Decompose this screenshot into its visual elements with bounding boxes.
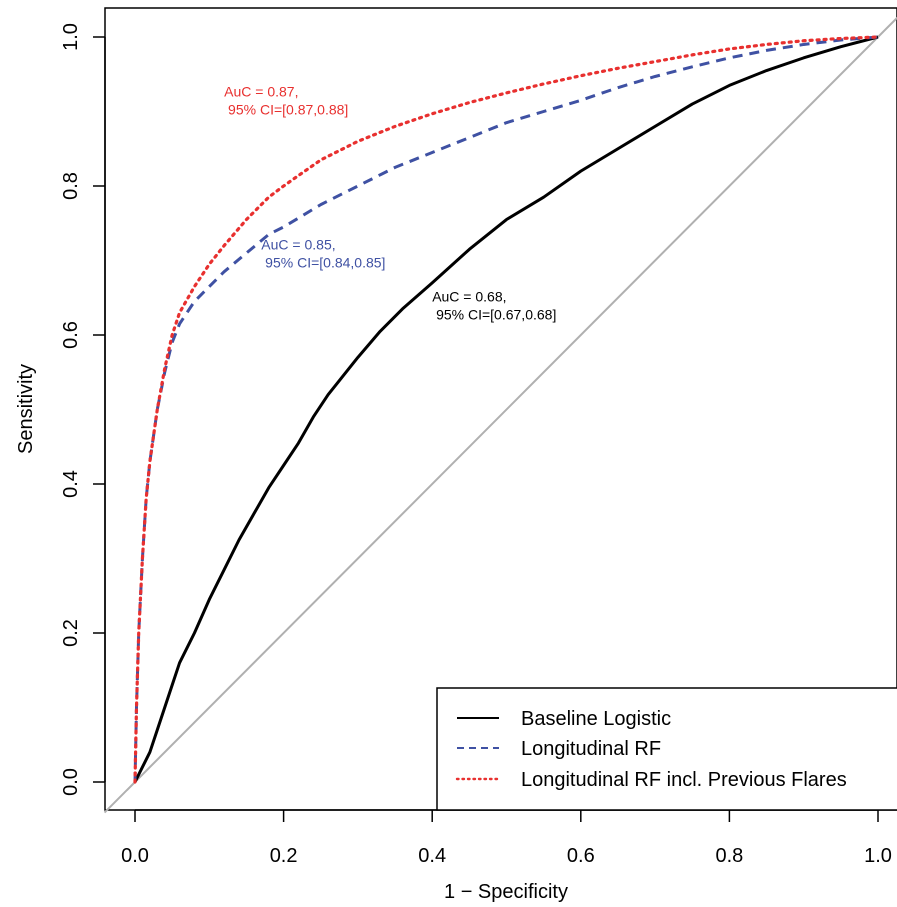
legend-label-0: Baseline Logistic xyxy=(521,708,671,730)
y-tick-label: 0.8 xyxy=(60,172,82,200)
x-tick-label: 0.0 xyxy=(121,845,149,867)
legend-label-1: Longitudinal RF xyxy=(521,738,661,760)
auc-annotations: AuC = 0.87, 95% CI=[0.87,0.88] AuC = 0.85… xyxy=(224,84,556,323)
x-tick-label: 0.2 xyxy=(270,845,298,867)
y-tick-label: 1.0 xyxy=(60,23,82,51)
reference-diagonal-group xyxy=(103,16,897,814)
x-tick-label: 1.0 xyxy=(864,845,892,867)
y-axis-title: Sensitivity xyxy=(15,364,37,454)
auc-annotation-line1: AuC = 0.68, xyxy=(432,288,506,304)
x-axis-title: 1 − Specificity xyxy=(444,881,568,903)
y-tick-label: 0.0 xyxy=(60,768,82,796)
y-axis: 0.0 0.2 0.4 0.6 0.8 1.0 xyxy=(60,23,106,796)
legend-box xyxy=(436,687,897,811)
auc-annotation-line2: 95% CI=[0.84,0.85] xyxy=(261,254,385,270)
legend: Baseline Logistic Longitudinal RF Longitud… xyxy=(436,687,897,811)
x-tick-label: 0.4 xyxy=(418,845,446,867)
auc-annotation-line1: AuC = 0.85, xyxy=(261,236,335,252)
auc-annotation-line2: 95% CI=[0.67,0.68] xyxy=(432,306,556,322)
y-tick-label: 0.2 xyxy=(60,619,82,647)
x-tick-label: 0.8 xyxy=(715,845,743,867)
x-tick-label: 0.6 xyxy=(567,845,595,867)
series-lines-group xyxy=(133,35,880,784)
series-line-0 xyxy=(133,35,879,783)
auc-annotation-line2: 95% CI=[0.87,0.88] xyxy=(224,102,348,118)
auc-annotation-line1: AuC = 0.87, xyxy=(224,84,298,100)
reference-diagonal-line xyxy=(103,16,897,814)
series-line-2 xyxy=(133,35,880,784)
y-tick-label: 0.6 xyxy=(60,321,82,349)
y-tick-label: 0.4 xyxy=(60,470,82,498)
x-axis: 0.0 0.2 0.4 0.6 0.8 1.0 xyxy=(121,809,892,867)
legend-label-2: Longitudinal RF incl. Previous Flares xyxy=(521,769,847,791)
